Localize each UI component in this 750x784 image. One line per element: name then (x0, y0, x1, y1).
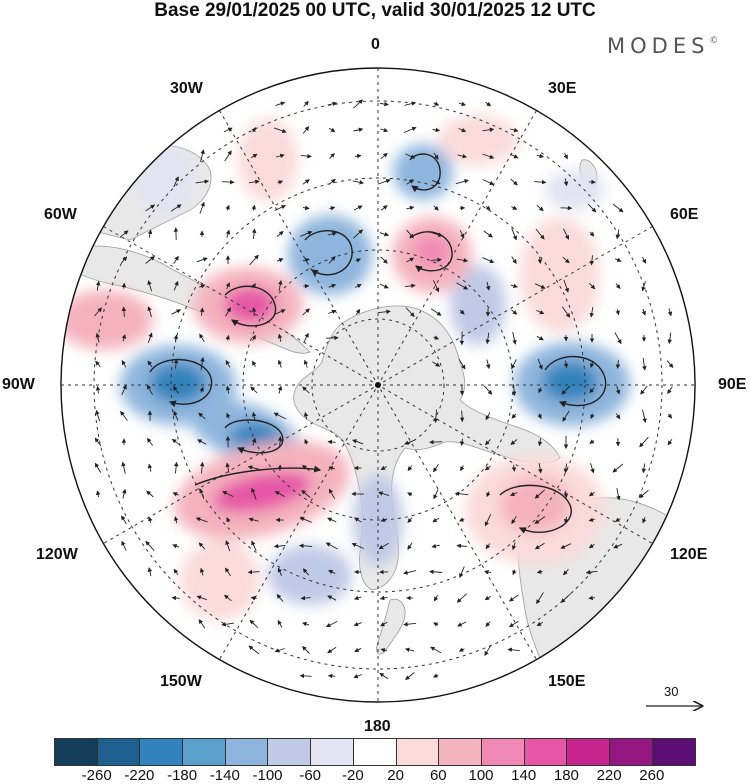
brand-text: MODES (607, 34, 709, 58)
wind-vector (124, 283, 125, 288)
colorbar-swatch (55, 739, 98, 765)
colorbar-swatch (183, 739, 226, 765)
lon-label-30w: 30W (170, 80, 203, 98)
colorbar-tick-label: 220 (597, 767, 622, 784)
lon-label-90w: 90W (2, 376, 35, 394)
colorbar-tick-label: -100 (252, 767, 282, 784)
lon-label-150w: 150W (160, 673, 202, 691)
south-pole-marker (375, 382, 381, 388)
colorbar-swatch (525, 739, 568, 765)
colorbar-swatch (226, 739, 269, 765)
pos-anom-40w (238, 118, 298, 202)
wind-vector (430, 442, 442, 443)
neg-anom-40w (135, 145, 195, 215)
lon-label-0: 0 (371, 36, 380, 54)
reference-vector-arrow (640, 683, 720, 723)
neg-anom-30e (545, 170, 605, 210)
lon-label-60e: 60E (670, 206, 698, 224)
brand-logo: MODES© (607, 34, 718, 58)
colorbar-tick-label: 140 (511, 767, 536, 784)
colorbar-swatch (653, 739, 696, 765)
colorbar-tick-label: 100 (468, 767, 493, 784)
page-title: Base 29/01/2025 00 UTC, valid 30/01/2025… (0, 0, 750, 22)
colorbar-swatch (567, 739, 610, 765)
pos-anom-80w (57, 290, 153, 350)
colorbar-swatch (439, 739, 482, 765)
wind-vector (328, 442, 336, 443)
lon-label-150e: 150E (548, 673, 585, 691)
wind-vector (329, 676, 336, 677)
pos-anom-145w (180, 540, 260, 620)
colorbar-tick-label: 260 (639, 767, 664, 784)
colorbar-tick-label: -140 (210, 767, 240, 784)
colorbar-tick-label: -260 (82, 767, 112, 784)
colorbar-tick-label: 180 (554, 767, 579, 784)
colorbar (54, 738, 696, 766)
colorbar-tick-label: -220 (124, 767, 154, 784)
colorbar-swatch (268, 739, 311, 765)
lon-label-180: 180 (364, 718, 391, 736)
colorbar-swatch (397, 739, 440, 765)
colorbar-swatch (482, 739, 525, 765)
wind-vector (462, 411, 463, 422)
colorbar-tick-label: -60 (299, 767, 321, 784)
pos-anom-10e (438, 115, 518, 165)
colorbar-tick-label: 20 (387, 767, 404, 784)
neg-anom-20w (288, 215, 372, 295)
colorbar-swatch (98, 739, 141, 765)
wind-vector (248, 572, 259, 573)
wind-vector (254, 308, 255, 316)
neg-anom-90e-core (542, 362, 598, 402)
pos-anom-55w-core (224, 287, 276, 323)
lon-label-30e: 30E (548, 80, 576, 98)
lon-label-120w: 120W (36, 546, 78, 564)
lon-label-120e: 120E (670, 546, 707, 564)
wind-vector (222, 182, 234, 183)
colorbar-tick-label: -180 (167, 767, 197, 784)
wind-vector (300, 676, 311, 677)
pos-anom-25e-core (414, 236, 450, 268)
lon-label-90e: 90E (718, 376, 746, 394)
colorbar-swatch (311, 739, 354, 765)
brand-mark: © (709, 36, 718, 46)
colorbar-tick-label: 60 (430, 767, 447, 784)
colorbar-swatch (140, 739, 183, 765)
colorbar-tick-label: -20 (342, 767, 364, 784)
colorbar-swatch (610, 739, 653, 765)
neg-anom-90w-core (150, 363, 206, 403)
lon-label-60w: 60W (44, 206, 77, 224)
colorbar-swatch (354, 739, 397, 765)
pos-anom-70e (520, 217, 600, 333)
